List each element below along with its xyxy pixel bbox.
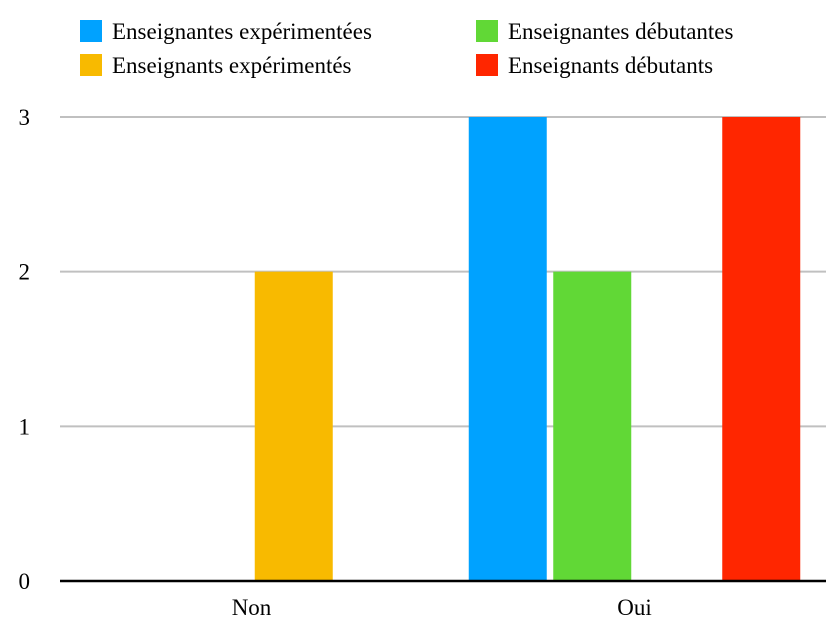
legend-swatch [80,20,102,42]
legend-label: Enseignantes débutantes [508,19,734,44]
x-tick-label: Non [232,595,272,619]
y-tick-label: 2 [19,260,31,285]
y-tick-label: 3 [19,105,31,130]
bar-oui-series-1 [468,117,547,581]
y-tick-label: 1 [19,414,31,439]
legend-swatch [80,54,102,76]
legend: Enseignantes expérimentées Enseignantes d… [80,19,734,78]
y-tick-label: 0 [19,569,31,594]
y-tick-labels: 0 1 2 3 [19,105,31,594]
bar-oui-series-2 [553,271,632,581]
legend-swatch [476,54,498,76]
legend-label: Enseignants expérimentés [112,53,352,78]
x-tick-labels: Non Oui [232,595,652,619]
x-tick-label: Oui [617,595,652,619]
bar-non-series-3 [254,271,333,581]
legend-label: Enseignants débutants [508,53,713,78]
bar-oui-series-4 [722,117,801,581]
grid [60,116,826,428]
legend-swatch [476,20,498,42]
bars [254,117,801,581]
legend-label: Enseignantes expérimentées [112,19,372,44]
